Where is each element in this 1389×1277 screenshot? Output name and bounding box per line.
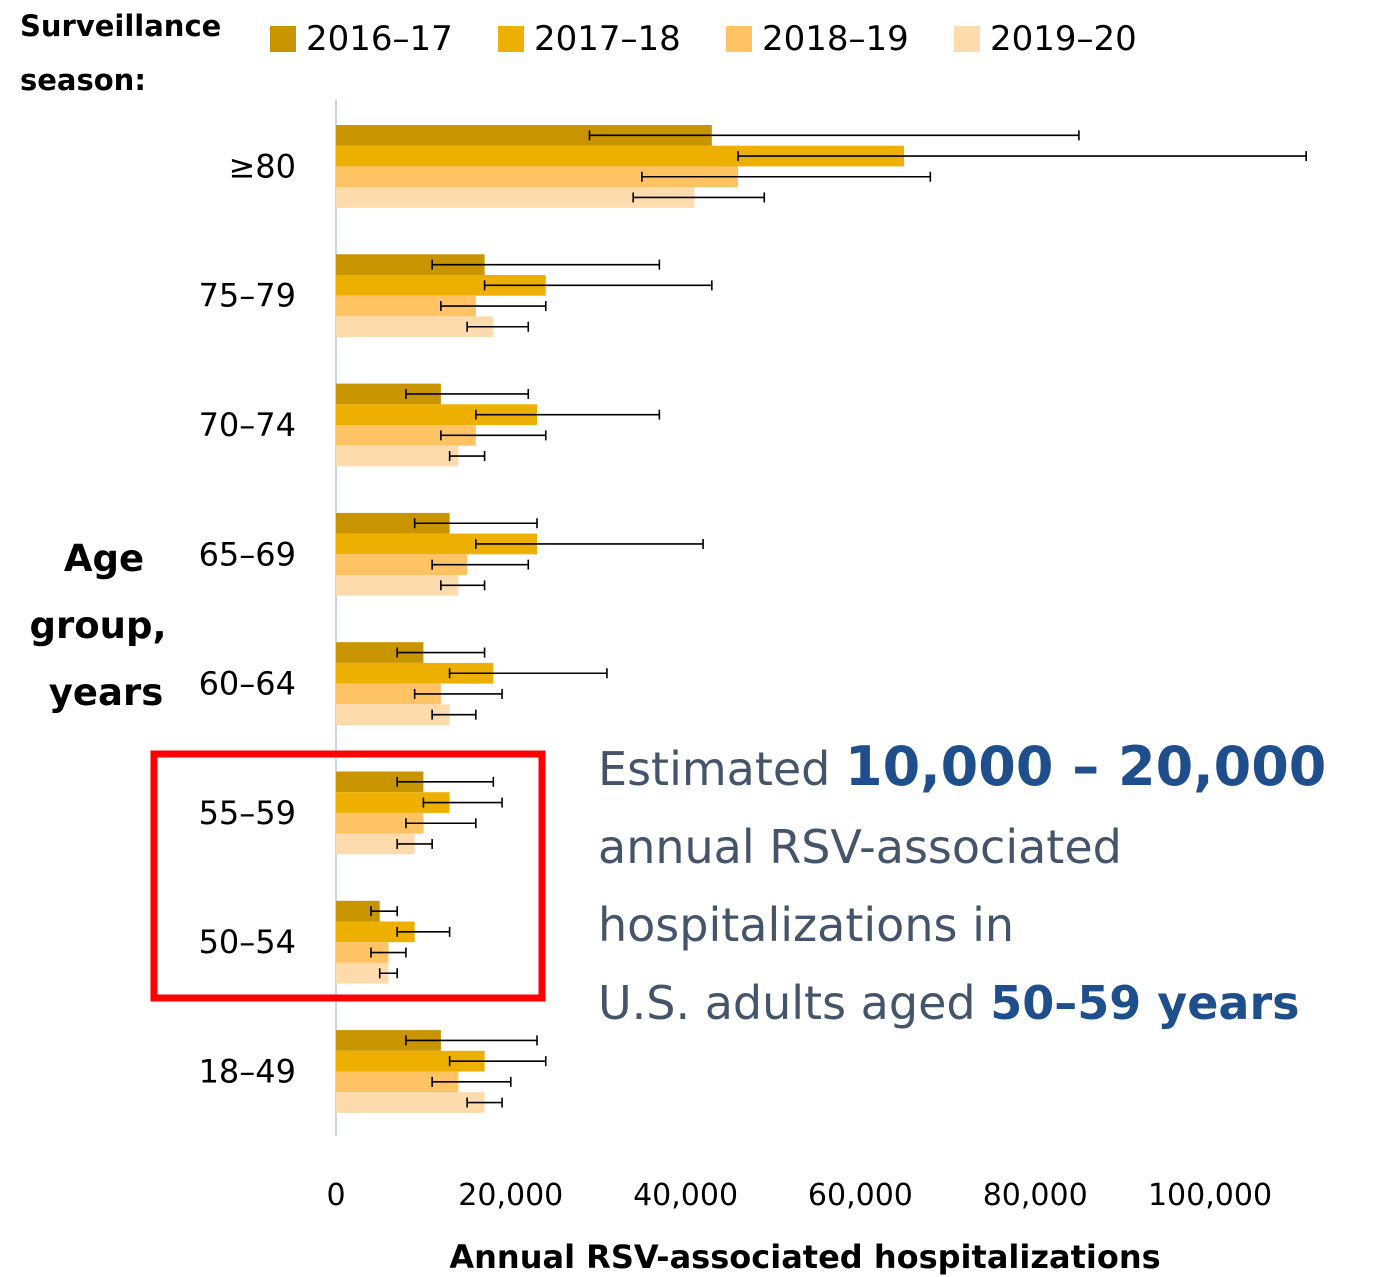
legend-label: 2017–18 [534,19,681,59]
bar [336,771,424,793]
legend-swatch-2018–19 [726,26,752,52]
category-label: 70–74 [199,406,296,444]
legend-title-line2: season: [20,63,146,97]
category-label: 55–59 [199,794,296,832]
annotation-line3: hospitalizations in [598,898,1014,952]
annotation-line2: annual RSV-associated [598,820,1122,874]
bar [336,125,712,146]
bar [336,642,424,663]
bars-group [336,125,905,1113]
annotation-text: Estimated 10,000 – 20,000 annual RSV-ass… [598,728,1378,1042]
legend-swatch-2017–18 [498,26,524,52]
annotation-line4: U.S. adults aged 50–59 years [598,964,1378,1042]
bar [336,575,459,596]
bar [336,383,441,405]
x-tick-label: 0 [326,1178,345,1213]
bar [336,166,739,188]
y-axis-title-line1: Age [64,537,144,580]
bar [336,187,695,208]
legend-label: 2016–17 [306,19,453,59]
x-tick-label: 40,000 [633,1178,738,1213]
legend-swatch-2016–17 [270,26,296,52]
annotation-highlight-age: 50–59 years [990,976,1300,1030]
bar [336,662,494,684]
category-label: 75–79 [199,277,296,315]
annotation-highlight-range: 10,000 – 20,000 [845,735,1327,798]
legend-swatch-2019–20 [954,26,980,52]
x-tick-label: 60,000 [808,1178,913,1213]
bar [336,533,538,555]
bar [336,425,476,446]
category-label: 65–69 [199,535,296,573]
x-tick-labels: 0 20,000 40,000 60,000 80,000 100,000 [326,1178,1272,1213]
legend-label: 2019–20 [990,19,1137,59]
category-labels: ≥80 75–79 70–74 65–69 60–64 55–59 50–54 18–49 [199,147,296,1090]
category-label: 18–49 [199,1053,296,1091]
bar [336,404,538,425]
bar [336,1071,459,1093]
category-label: ≥80 [228,147,296,185]
x-tick-label: 20,000 [458,1178,563,1213]
error-bars-group [370,130,1307,1108]
bar [336,704,450,725]
bar [336,683,441,705]
bar [336,833,415,855]
highlight-box [150,750,546,1002]
legend-title-line1: Surveillance [20,9,221,43]
bar [336,445,459,467]
bar [336,275,546,296]
bar [336,316,494,338]
bar [336,295,476,317]
bar [336,962,389,984]
x-tick-label: 80,000 [983,1178,1088,1213]
bar [336,1092,485,1113]
x-axis-title: Annual RSV-associated hospitalizations [449,1238,1160,1276]
y-axis-title-line2: group, [29,604,166,647]
category-label: 50–54 [199,923,296,961]
bar [336,812,424,834]
bar [336,1030,441,1051]
legend: Surveillance season: 2016–17 2017–18 2018–… [20,9,1137,97]
legend-label: 2018–19 [762,19,909,59]
legend-items: 2016–17 2017–18 2018–19 2019–20 [270,19,1137,59]
bar [336,145,905,167]
annotation-part4: U.S. adults aged [598,976,991,1030]
annotation-part1: Estimated [598,742,846,796]
bar [336,1050,485,1072]
bar [336,921,415,943]
y-axis-title: Age group, years [29,537,166,714]
x-tick-label: 100,000 [1148,1178,1272,1213]
bar [336,512,450,534]
bar [336,254,485,275]
bar [336,900,380,922]
category-label: 60–64 [199,665,296,703]
bar [336,554,468,575]
y-axis-title-line3: years [49,671,163,714]
bar [336,792,450,813]
bar [336,942,389,963]
annotation-line1: Estimated 10,000 – 20,000 [598,728,1378,808]
